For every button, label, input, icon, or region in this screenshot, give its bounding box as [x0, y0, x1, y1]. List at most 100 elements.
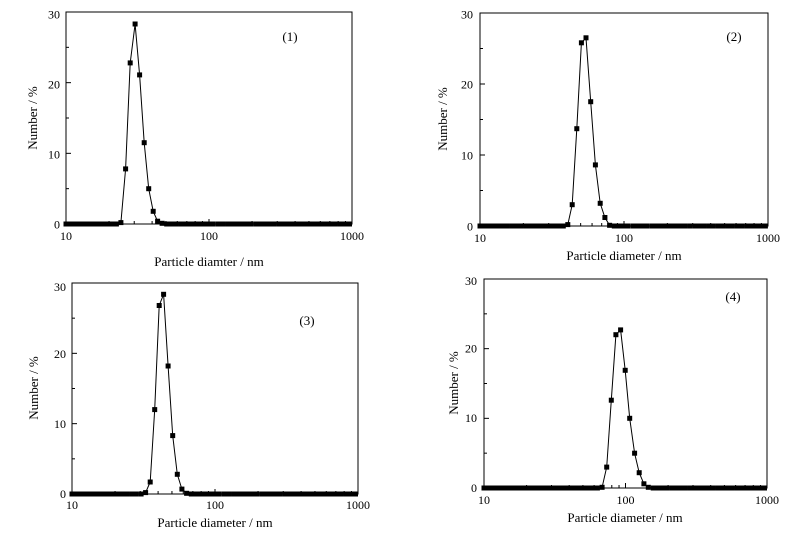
data-point-marker	[725, 223, 731, 229]
data-point-marker	[87, 491, 93, 497]
data-point-marker	[174, 471, 180, 477]
data-point-marker	[206, 221, 212, 227]
x-tick-label-2: 1000	[756, 231, 780, 245]
data-point-marker	[109, 221, 115, 227]
data-point-marker	[495, 485, 501, 491]
data-point-marker	[277, 491, 283, 497]
data-point-marker	[678, 485, 684, 491]
axis-ticks	[483, 278, 768, 489]
data-point-marker	[581, 485, 587, 491]
y-tick-label-2: 20	[465, 342, 477, 356]
data-point-marker	[133, 491, 139, 497]
x-tick-label-0: 10	[478, 493, 490, 507]
y-tick-label-3: 30	[461, 8, 473, 22]
panel-2: 0 10 20 30 10 100 1000 Particle diameter…	[435, 8, 780, 264]
data-point-marker	[271, 221, 277, 227]
data-point-marker	[495, 223, 501, 229]
data-point-marker	[654, 223, 660, 229]
data-point-marker	[291, 491, 297, 497]
data-point-marker	[715, 485, 721, 491]
y-tick-label-2: 20	[48, 78, 60, 92]
data-point-marker	[132, 21, 138, 27]
data-point-marker	[95, 221, 101, 227]
y-tick-label-1: 10	[48, 148, 60, 162]
data-point-marker	[143, 490, 149, 496]
data-point-marker	[574, 126, 580, 132]
data-point-marker	[724, 485, 730, 491]
data-point-marker	[625, 223, 631, 229]
data-point-marker	[590, 485, 596, 491]
series-markers	[481, 327, 767, 491]
data-point-marker	[263, 491, 269, 497]
series-line	[484, 328, 765, 489]
data-point-marker	[482, 223, 488, 229]
data-point-marker	[229, 221, 235, 227]
panel-label: (3)	[299, 313, 314, 328]
data-point-marker	[235, 491, 241, 497]
data-point-marker	[613, 332, 619, 338]
data-point-marker	[123, 166, 129, 172]
data-point-marker	[202, 491, 208, 497]
data-point-marker	[110, 491, 116, 497]
data-point-marker	[173, 221, 179, 227]
data-point-marker	[216, 491, 222, 497]
y-tick-label-3: 30	[48, 8, 60, 22]
y-tick-label-1: 10	[465, 411, 477, 425]
data-point-marker	[318, 221, 324, 227]
data-point-marker	[104, 221, 110, 227]
data-point-marker	[220, 221, 226, 227]
axis-ticks	[479, 12, 769, 227]
data-point-marker	[677, 223, 683, 229]
data-point-marker	[188, 491, 194, 497]
data-point-marker	[490, 485, 496, 491]
data-point-marker	[537, 223, 543, 229]
data-point-marker	[141, 140, 147, 146]
data-point-marker	[101, 491, 107, 497]
data-point-marker	[295, 221, 301, 227]
data-point-marker	[664, 485, 670, 491]
data-point-marker	[146, 186, 152, 192]
data-point-marker	[558, 485, 564, 491]
data-point-marker	[650, 485, 656, 491]
data-point-marker	[254, 491, 260, 497]
data-point-marker	[504, 223, 510, 229]
data-point-marker	[184, 490, 190, 496]
data-point-marker	[644, 223, 650, 229]
data-point-marker	[347, 221, 352, 227]
data-point-marker	[300, 221, 305, 227]
y-axis-label: Number / %	[446, 351, 461, 415]
data-point-marker	[567, 485, 573, 491]
data-point-marker	[576, 485, 582, 491]
data-point-marker	[585, 485, 591, 491]
data-point-marker	[353, 491, 358, 497]
data-point-marker	[599, 484, 605, 490]
x-tick-label-1: 100	[200, 229, 218, 243]
panel-1: 0 10 20 30 10 100 1000 Particle diamter …	[25, 8, 364, 270]
data-point-marker	[687, 485, 693, 491]
data-point-marker	[268, 491, 274, 497]
data-point-marker	[77, 221, 83, 227]
data-point-marker	[81, 221, 87, 227]
data-point-marker	[526, 485, 532, 491]
data-point-marker	[715, 223, 721, 229]
data-point-marker	[100, 221, 105, 227]
data-point-marker	[281, 221, 287, 227]
data-point-marker	[673, 223, 678, 229]
data-point-marker	[147, 479, 153, 485]
data-point-marker	[481, 485, 487, 491]
data-point-marker	[513, 485, 518, 491]
x-tick-label-1: 100	[617, 493, 635, 507]
data-point-marker	[738, 485, 744, 491]
data-point-marker	[729, 485, 735, 491]
data-point-marker	[499, 485, 505, 491]
data-point-marker	[682, 485, 688, 491]
data-point-marker	[306, 491, 311, 497]
data-point-marker	[743, 485, 749, 491]
data-point-marker	[86, 221, 92, 227]
data-point-marker	[621, 223, 627, 229]
x-tick-label-1: 100	[206, 498, 224, 512]
data-point-marker	[758, 223, 764, 229]
data-point-marker	[597, 200, 603, 206]
data-point-marker	[156, 303, 162, 308]
x-axis-label: Particle diameter / nm	[157, 515, 272, 530]
